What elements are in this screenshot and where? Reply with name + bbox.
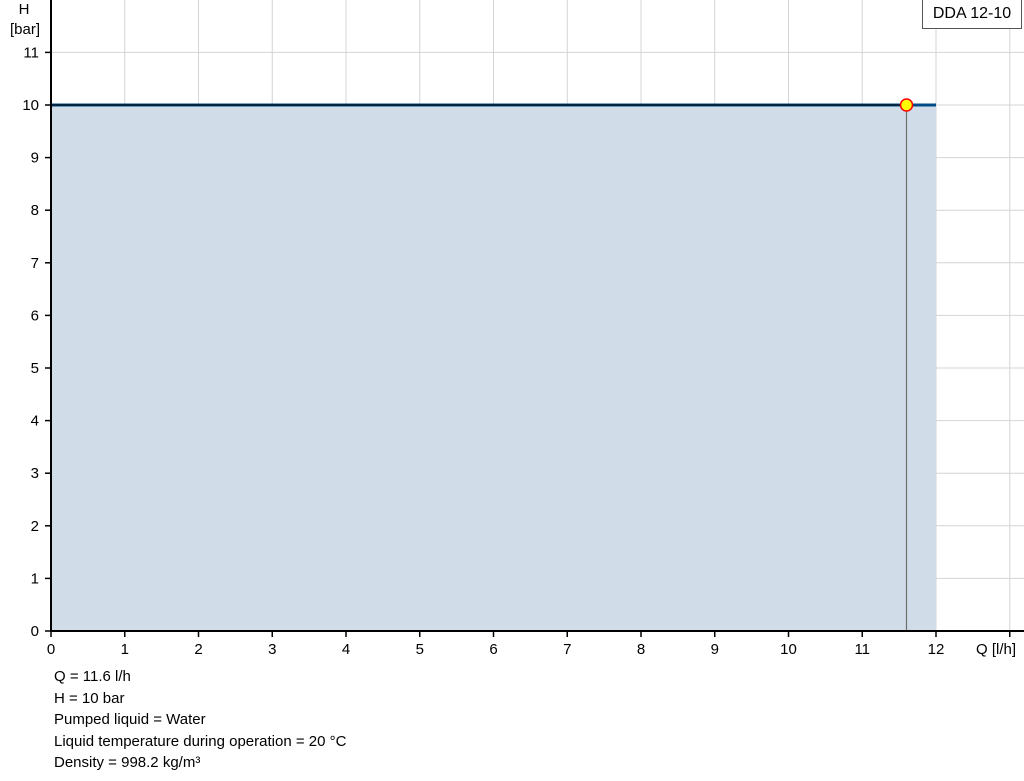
x-tick-label: 6 bbox=[489, 641, 497, 658]
y-tick-label: 6 bbox=[31, 307, 39, 324]
x-tick-label: 9 bbox=[711, 641, 719, 658]
y-tick-label: 1 bbox=[31, 570, 39, 587]
x-axis-label: Q [l/h] bbox=[976, 641, 1016, 658]
y-tick-label: 4 bbox=[31, 413, 39, 430]
x-tick-label: 8 bbox=[637, 641, 645, 658]
x-tick-label: 12 bbox=[928, 641, 945, 658]
info-liquid: Pumped liquid = Water bbox=[54, 711, 206, 728]
x-tick-label: 5 bbox=[416, 641, 424, 658]
x-tick-label: 10 bbox=[780, 641, 797, 658]
y-tick-label: 9 bbox=[31, 150, 39, 167]
x-tick-label: 0 bbox=[47, 641, 55, 658]
info-temperature: Liquid temperature during operation = 20… bbox=[54, 732, 347, 750]
series-area bbox=[51, 105, 936, 631]
x-tick-label: 4 bbox=[342, 641, 350, 658]
y-tick-label: 5 bbox=[31, 360, 39, 377]
y-tick-label: 0 bbox=[31, 623, 39, 640]
legend-label: DDA 12-10 bbox=[932, 5, 1012, 22]
operating-info: Q = 11.6 l/h H = 10 bar Pumped liquid = … bbox=[54, 666, 346, 774]
duty-point bbox=[899, 98, 914, 112]
x-tick-label: 2 bbox=[194, 641, 202, 658]
x-tick-label: 7 bbox=[563, 641, 571, 658]
x-tick-label: 1 bbox=[121, 641, 129, 658]
legend-box: DDA 12-10 bbox=[922, 0, 1022, 29]
y-tick-label: 7 bbox=[31, 255, 39, 272]
info-head: H = 10 bar bbox=[54, 689, 125, 707]
info-density: Density = 998.2 kg/m³ bbox=[54, 754, 201, 771]
y-tick-label: 8 bbox=[31, 202, 39, 219]
y-tick-label: 2 bbox=[31, 518, 39, 535]
y-axis-label: H bbox=[19, 1, 30, 18]
x-tick-label: 3 bbox=[268, 641, 276, 658]
info-flow: Q = 11.6 l/h bbox=[54, 668, 131, 685]
x-tick-label: 11 bbox=[854, 641, 870, 658]
y-tick-label: 3 bbox=[31, 465, 39, 482]
y-tick-label: 11 bbox=[23, 44, 39, 61]
y-tick-label: 10 bbox=[22, 97, 39, 114]
y-axis-unit: [bar] bbox=[10, 21, 40, 38]
